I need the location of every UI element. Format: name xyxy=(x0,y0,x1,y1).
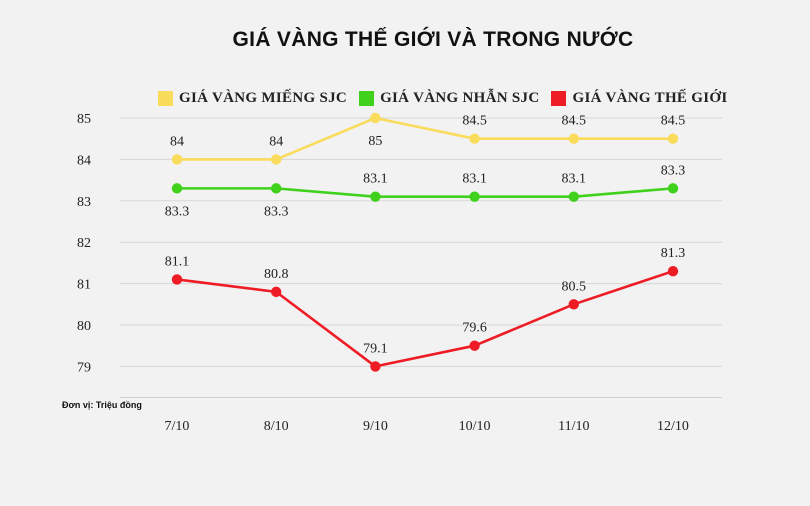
x-tick-label: 10/10 xyxy=(459,419,491,434)
data-label: 84.5 xyxy=(462,114,487,129)
y-tick-label: 83 xyxy=(77,195,91,210)
legend-label-the-gioi: GIÁ VÀNG THẾ GIỚI xyxy=(572,90,728,106)
legend-swatch-the-gioi xyxy=(551,91,567,106)
data-label: 79.1 xyxy=(363,341,388,356)
chart-title: GIÁ VÀNG THẾ GIỚI VÀ TRONG NƯỚC xyxy=(232,28,634,51)
data-point xyxy=(568,133,579,144)
legend-item-mieng-sjc: GIÁ VÀNG MIẾNG SJC xyxy=(158,90,347,107)
data-point xyxy=(271,286,282,298)
data-label: 80.8 xyxy=(264,267,289,282)
legend-item-the-gioi: GIÁ VÀNG THẾ GIỚI xyxy=(551,90,727,107)
data-point xyxy=(667,265,679,277)
legend-swatch-mieng-sjc xyxy=(158,91,173,106)
data-point xyxy=(271,183,282,194)
data-label: 84.5 xyxy=(661,114,686,129)
x-tick-label: 12/10 xyxy=(657,419,689,434)
legend-swatch-nhan-sjc xyxy=(359,91,375,106)
data-point xyxy=(171,274,183,285)
data-label: 83.1 xyxy=(363,172,388,187)
data-label: 81.1 xyxy=(165,254,190,269)
data-point xyxy=(469,340,480,351)
data-label: 81.3 xyxy=(661,246,686,261)
data-point xyxy=(271,154,282,165)
data-label: 80.5 xyxy=(562,279,587,294)
data-point xyxy=(370,191,381,202)
series-line xyxy=(176,269,674,368)
y-tick-label: 80 xyxy=(77,319,91,334)
data-point xyxy=(171,183,183,194)
data-point xyxy=(171,154,183,165)
data-point xyxy=(370,361,381,372)
x-tick-label: 8/10 xyxy=(264,419,289,434)
legend-label-mieng-sjc: GIÁ VÀNG MIẾNG SJC xyxy=(179,90,348,106)
x-tick-label: 7/10 xyxy=(165,419,190,434)
y-tick-label: 82 xyxy=(77,236,91,251)
data-point xyxy=(469,133,480,144)
data-point xyxy=(667,183,679,194)
x-tick-label: 11/10 xyxy=(558,419,589,434)
y-tick-label: 85 xyxy=(77,112,91,127)
data-label: 83.3 xyxy=(661,163,686,178)
series-line xyxy=(177,116,673,161)
data-label: 83.1 xyxy=(462,172,487,187)
data-label: 79.6 xyxy=(462,321,487,336)
data-label: 83.3 xyxy=(264,204,289,219)
data-point xyxy=(667,133,679,144)
data-point xyxy=(568,299,579,310)
unit-note: Đơn vị: Triệu đồng xyxy=(62,400,142,410)
data-point xyxy=(469,191,480,202)
y-tick-label: 79 xyxy=(77,360,91,375)
data-label: 84 xyxy=(269,134,283,149)
x-tick-label: 9/10 xyxy=(363,419,388,434)
data-label: 84.5 xyxy=(562,114,587,129)
y-tick-label: 84 xyxy=(77,153,91,168)
data-label: 83.3 xyxy=(165,204,190,219)
data-label: 85 xyxy=(368,134,382,149)
series-line xyxy=(177,187,674,198)
y-tick-label: 81 xyxy=(77,278,91,293)
data-point xyxy=(370,112,381,124)
data-label: 84 xyxy=(170,134,184,149)
data-label: 83.1 xyxy=(562,172,587,187)
data-point xyxy=(568,191,579,202)
legend-label-nhan-sjc: GIÁ VÀNG NHẪN SJC xyxy=(380,90,540,106)
chart-legend: GIÁ VÀNG MIẾNG SJC GIÁ VÀNG NHẪN SJC GIÁ… xyxy=(158,90,739,107)
legend-item-nhan-sjc: GIÁ VÀNG NHẪN SJC xyxy=(359,90,539,107)
